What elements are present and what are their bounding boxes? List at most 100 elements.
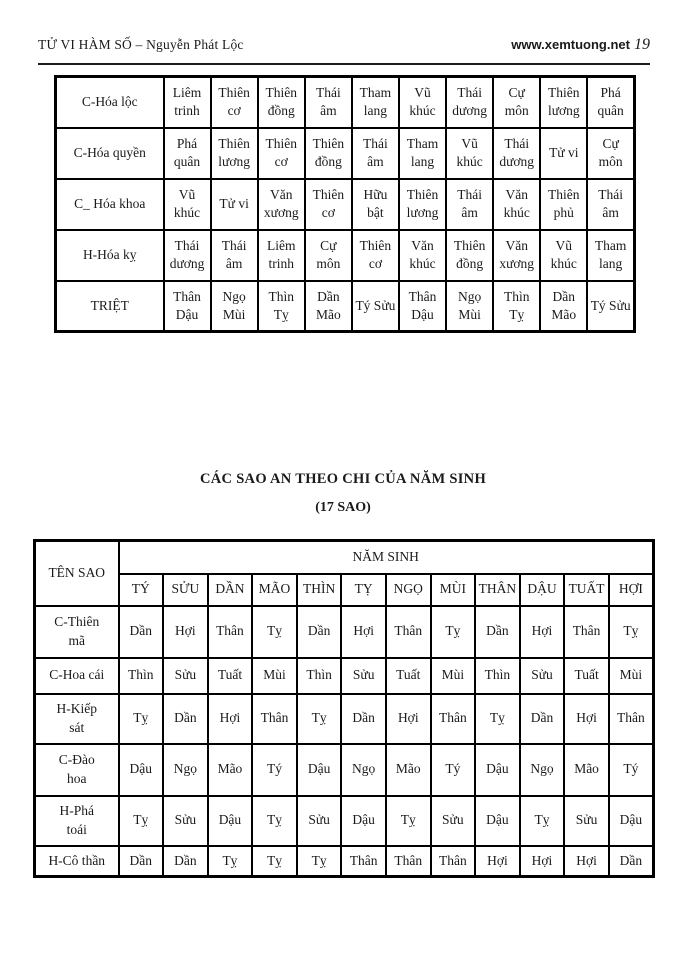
table-row: H-Cô thần Dần Dần Tỵ Tỵ Tỵ Thân Thân Thân Hợi Hợi H… — [33, 844, 655, 878]
table-cell: Hữu bật — [350, 177, 400, 231]
table-cell: Ngọ Mùi — [445, 279, 495, 333]
table-cell: Tý — [429, 742, 477, 797]
table-cell: Thái âm — [209, 228, 259, 282]
table-row: C_ Hóa khoa Vũ khúc Tử vi Văn xương Thiên cơ… — [54, 177, 636, 231]
table-cell: Thân — [251, 692, 298, 745]
table-cell: Vũ khúc — [539, 228, 589, 282]
table-cell: Thiên phủ — [539, 177, 589, 231]
table-cell: Phá quân — [586, 75, 636, 129]
table-cell: Tham lang — [397, 126, 448, 180]
table-cell: Thái âm — [445, 177, 495, 231]
table-cell: Sửu — [518, 656, 566, 695]
table-cell: Phá quân — [162, 126, 212, 180]
column-header: SỬU — [162, 572, 209, 607]
table-cell: Dậu — [474, 794, 521, 847]
table-cell: Tỵ — [384, 794, 432, 847]
table-cell: Thiên đồng — [303, 126, 353, 180]
table-cell: Sửu — [162, 794, 209, 847]
table-cell: Sửu — [429, 794, 477, 847]
table-cell: Văn khúc — [397, 228, 448, 282]
table-cell: Thái âm — [303, 75, 353, 129]
table-cell: Dần Mão — [303, 279, 353, 333]
table-cell: Tỵ — [117, 794, 165, 847]
table-cell: Sửu — [295, 794, 343, 847]
table-cell: Thân — [384, 844, 432, 878]
table-cell: Dần — [162, 692, 209, 745]
table-row: H-Kiếp sát Tỵ Dần Hợi Thân Tỵ Dần Hợi Thân Tỵ Dần H… — [33, 692, 655, 745]
table-cell: Tý Sửu — [586, 279, 636, 333]
table-cell: Thìn — [295, 656, 343, 695]
table-row: H-Phá toái Tỵ Sửu Dậu Tỵ Sửu Dậu Tỵ Sửu Dậu Tỵ Sửu D… — [33, 794, 655, 847]
row-label: H-Kiếp sát — [33, 692, 120, 745]
table-cell: Hợi — [162, 604, 209, 659]
table-cell: Vũ khúc — [445, 126, 495, 180]
table-cell: Dậu — [607, 794, 655, 847]
column-header: TÝ — [117, 572, 165, 607]
table-cell: Dần — [474, 604, 521, 659]
table-cell: Tuất — [206, 656, 254, 695]
table-row: C-Hoa cái Thìn Sửu Tuất Mùi Thìn Sửu Tuất Mùi Thì… — [33, 656, 655, 695]
table-cell: Dần — [295, 604, 343, 659]
table-cell: Dần — [607, 844, 655, 878]
table-cell: Tỵ — [295, 692, 343, 745]
table-cell: Thái dương — [162, 228, 212, 282]
table-cell: Dần — [340, 692, 387, 745]
row-label-text: C-Hóa quyền — [73, 144, 146, 160]
table-cell: Sửu — [340, 656, 387, 695]
table-row: H-Hóa kỵ Thái dương Thái âm Liêm trinh Cự mô… — [54, 228, 636, 282]
column-header: MÃO — [251, 572, 298, 607]
table-cell: Thìn Tỵ — [256, 279, 306, 333]
row-label: C-Hoa cái — [33, 656, 120, 695]
table-cell: Dần — [162, 844, 209, 878]
table-cell: Tỵ — [251, 794, 298, 847]
table-cell: Tỵ — [518, 794, 566, 847]
table-cell: Thìn — [474, 656, 521, 695]
table-cell: Tỵ — [206, 844, 254, 878]
table-cell: Hợi — [518, 604, 566, 659]
table-cell: Hợi — [563, 844, 610, 878]
table-cell: Sửu — [162, 656, 209, 695]
column-header: TUẤT — [563, 572, 610, 607]
table-cell: Thân — [206, 604, 254, 659]
column-header: MÙI — [429, 572, 477, 607]
table-cell: Mão — [206, 742, 254, 797]
page-header: TỬ VI HÀM SỐ – Nguyễn Phát Lộc www.xemtu… — [38, 0, 650, 65]
table-cell: Hợi — [563, 692, 610, 745]
table-row: C-Hóa quyền Phá quân Thiên lương Thiên cơ Th… — [54, 126, 636, 180]
table-cell: Vũ khúc — [397, 75, 448, 129]
table-cell: Thân Dậu — [162, 279, 212, 333]
table-cell: Tuất — [563, 656, 610, 695]
row-label: H-Cô thần — [33, 844, 120, 878]
table-cell: Thái dương — [445, 75, 495, 129]
table-cell: Liêm trinh — [162, 75, 212, 129]
chi-star-table: TÊN SAO NĂM SINH TÝ SỬU DẦN MÃO THÌN TỴ NGỌ MÙI… — [33, 539, 655, 878]
row-label: H-Hóa kỵ — [54, 228, 165, 282]
table-cell: Cự môn — [586, 126, 636, 180]
column-header: TỴ — [340, 572, 387, 607]
row-label-text: C-Hoa cái — [49, 667, 105, 683]
row-label: C-Thiên mã — [33, 604, 120, 659]
row-label-text: H-Phá toái — [59, 803, 95, 837]
row-label-text: H-Cô thần — [48, 852, 106, 868]
table-cell: Ngọ — [162, 742, 209, 797]
table-cell: Ngọ — [518, 742, 566, 797]
table-cell: Dần — [117, 844, 165, 878]
table-cell: Tỵ — [295, 844, 343, 878]
group-header: NĂM SINH — [117, 539, 655, 575]
table-cell: Thiên cơ — [256, 126, 306, 180]
table-cell: Tỵ — [251, 604, 298, 659]
table-columns-row: TÝ SỬU DẦN MÃO THÌN TỴ NGỌ MÙI THÂN DẬU TUẤT HỢI — [35, 572, 655, 607]
table-cell: Tý — [251, 742, 298, 797]
table-cell: Thiên lương — [539, 75, 589, 129]
hoa-star-table: C-Hóa lộc Liêm trinh Thiên cơ Thiên đồng Thá… — [54, 75, 636, 333]
table-cell: Thiên cơ — [350, 228, 400, 282]
row-label-text: C-Thiên mã — [54, 614, 100, 648]
column-header: HỢI — [607, 572, 655, 607]
table-cell: Hợi — [518, 844, 566, 878]
column-header: THÌN — [295, 572, 343, 607]
table-cell: Văn xương — [256, 177, 306, 231]
table-cell: Hợi — [206, 692, 254, 745]
table-cell: Thái âm — [586, 177, 636, 231]
table-cell: Tý — [607, 742, 655, 797]
